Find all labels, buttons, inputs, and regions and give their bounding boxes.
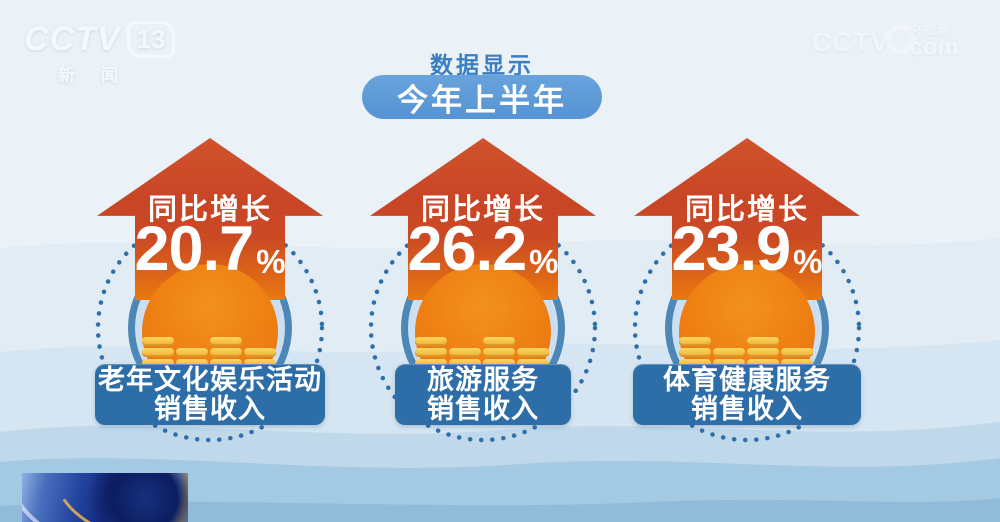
metric-label: 同比增长: [684, 194, 809, 226]
dotted-ring: [95, 213, 325, 443]
growth-value: 20.7 %: [97, 218, 323, 281]
period-pill: 今年上半年: [362, 75, 602, 119]
category-label: 老年文化娱乐活动 销售收入: [95, 364, 325, 425]
site-cn-text: 央视网: [909, 23, 952, 37]
site-brand-text: CCTV: [812, 26, 890, 57]
kicker-text: 数据显示: [430, 52, 534, 78]
site-domain-text: com: [909, 34, 959, 61]
category-line1: 旅游服务: [427, 364, 539, 395]
growth-number: 20.7: [134, 214, 255, 284]
cctv-com-watermark: CCTV 央视网 com: [812, 24, 959, 60]
percent-sign: %: [256, 243, 286, 280]
dotted-ring: [368, 213, 598, 443]
channel-number-badge: 13: [126, 21, 176, 58]
category-label: 旅游服务 销售收入: [395, 364, 571, 425]
percent-sign: %: [529, 243, 559, 280]
category-line2: 销售收入: [691, 393, 803, 424]
stat-group-sports-health: 同比增长 23.9 % 体育健康服务 销售收入: [617, 130, 877, 450]
percent-sign: %: [793, 243, 823, 280]
metric-label: 同比增长: [420, 194, 545, 226]
stat-group-tourism: 同比增长 26.2 % 旅游服务 销售收入: [353, 130, 613, 450]
growth-value: 23.9 %: [634, 218, 860, 281]
category-label: 体育健康服务 销售收入: [633, 364, 861, 425]
channel-subtitle: 新闻: [58, 66, 144, 85]
category-line1: 老年文化娱乐活动: [98, 364, 322, 395]
dotted-ring: [632, 213, 862, 443]
cctv13-channel-logo: CCTV 13 新闻: [24, 20, 176, 86]
site-ring-icon: [885, 24, 916, 54]
category-line2: 销售收入: [427, 393, 539, 424]
category-line2: 销售收入: [154, 393, 266, 424]
stat-group-elderly-culture: 同比增长 20.7 % 老年文化娱乐活动 销售收入: [80, 130, 340, 450]
corner-video-thumbnail: [22, 473, 188, 522]
growth-number: 26.2: [407, 214, 528, 284]
category-line1: 体育健康服务: [663, 364, 831, 395]
growth-number: 23.9: [671, 214, 792, 284]
cctv-logo-text: CCTV: [24, 20, 121, 58]
metric-label: 同比增长: [147, 194, 272, 226]
growth-value: 26.2 %: [370, 218, 596, 281]
